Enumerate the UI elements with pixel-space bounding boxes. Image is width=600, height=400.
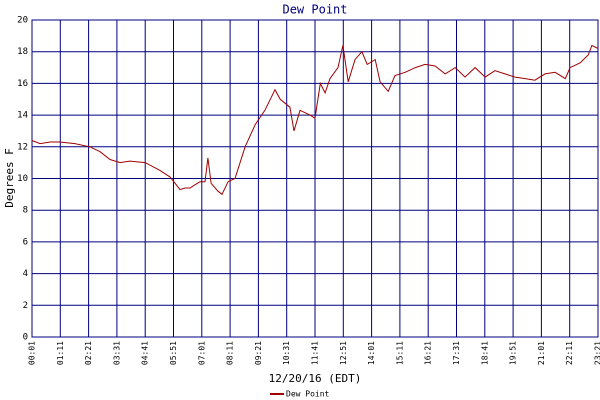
y-tick-label: 20 xyxy=(17,16,28,26)
x-tick-label: 04:41 xyxy=(141,341,150,365)
y-tick-label: 4 xyxy=(23,269,28,279)
x-tick-label: 14:01 xyxy=(367,341,376,365)
x-tick-label: 12:51 xyxy=(339,341,348,365)
y-tick-label: 16 xyxy=(17,79,28,89)
y-tick-label: 12 xyxy=(17,142,28,152)
x-tick-label: 05:51 xyxy=(169,341,178,365)
x-tick-label: 16:21 xyxy=(424,341,433,365)
legend-label: Dew Point xyxy=(286,390,330,399)
y-tick-label: 2 xyxy=(23,301,28,311)
x-tick-label: 03:31 xyxy=(112,341,121,365)
x-tick-label: 02:21 xyxy=(84,341,93,365)
x-tick-label: 07:01 xyxy=(197,341,206,365)
x-tick-label: 00:01 xyxy=(28,341,37,365)
x-tick-label: 18:41 xyxy=(480,341,489,365)
x-tick-label: 23:21 xyxy=(594,341,600,365)
y-tick-label: 18 xyxy=(17,47,28,57)
x-tick-label: 22:11 xyxy=(565,341,574,365)
plot-border xyxy=(31,19,599,338)
x-tick-label: 10:31 xyxy=(282,341,291,365)
x-tick-label: 15:11 xyxy=(395,341,404,365)
y-axis-label: Degrees F xyxy=(3,148,16,208)
y-tick-label: 10 xyxy=(17,174,28,184)
x-tick-label: 08:11 xyxy=(226,341,235,365)
x-tick-label: 17:31 xyxy=(452,341,461,365)
x-axis-label: 12/20/16 (EDT) xyxy=(269,372,362,385)
x-tick-label: 01:11 xyxy=(56,341,65,365)
chart-title: Dew Point xyxy=(282,3,347,17)
x-tick-label: 11:41 xyxy=(311,341,320,365)
y-tick-label: 14 xyxy=(17,111,28,121)
y-tick-label: 8 xyxy=(23,206,28,216)
y-tick-label: 6 xyxy=(23,237,28,247)
x-tick-label: 19:51 xyxy=(509,341,518,365)
x-tick-label: 09:21 xyxy=(254,341,263,365)
data-line xyxy=(31,44,599,196)
y-tick-label: 0 xyxy=(23,333,28,343)
x-tick-label: 21:01 xyxy=(537,341,546,365)
